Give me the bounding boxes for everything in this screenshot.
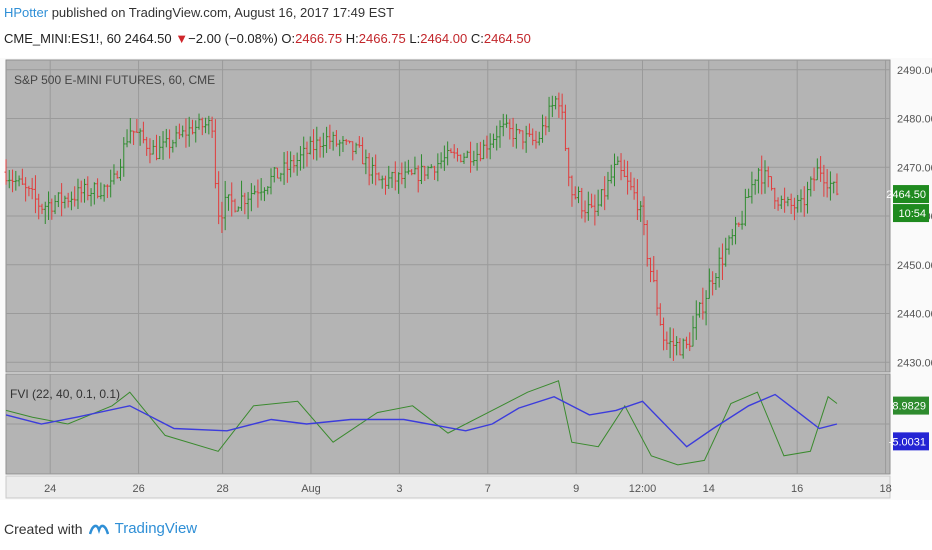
tradingview-logo-icon [88,524,109,534]
price-chart-title: S&P 500 E-MINI FUTURES, 60, CME [14,73,215,87]
price-tick-label: 2430.00 [897,357,932,369]
high-label: H: [342,31,359,46]
created-with-text: Created with [4,520,83,537]
signal-value-badge-text: -5.0031 [889,436,926,448]
header: HPotter published on TradingView.com, Au… [0,0,932,56]
countdown-badge: 10:54 [893,204,929,223]
last-price-badge-text: 2464.50 [886,189,926,201]
price-bars [4,92,839,361]
published-text: published on TradingView.com, August 16,… [48,5,395,20]
time-axis-bg [5,475,891,499]
open-label: O: [277,31,296,46]
countdown-badge-text: 10:54 [898,208,926,220]
author-link[interactable]: HPotter [4,5,49,20]
signal-series-line [5,393,838,448]
down-arrow-icon: ▼ [175,31,189,46]
chart-area[interactable]: 2430.002440.002450.002460.002470.002480.… [0,58,932,500]
low-value: 2464.00 [420,31,468,46]
last-price-badge: 2464.50 [886,185,929,204]
time-tick-label: 16 [791,483,803,495]
fvi-title: FVI (22, 40, 0.1, 0.1) [10,387,120,401]
price-tick-label: 2490.00 [897,65,932,77]
time-tick-label: 9 [573,483,579,495]
time-axis[interactable]: 24 26 28 Aug 3 7 9 12:00 14 16 18 [5,475,892,499]
time-tick-label: 14 [703,483,715,495]
low-label: L: [405,31,421,46]
symbol-price: CME_MINI:ES1!, 60 2464.50 [4,31,172,46]
price-tick-label: 2470.00 [897,162,932,174]
fvi-lines [5,380,838,466]
time-tick-label: Aug [301,483,321,495]
created-with: Created with TradingView [4,520,197,537]
fvi-series-line [5,380,838,466]
price-tick-label: 2450.00 [897,260,932,272]
price-tick-label: 2480.00 [897,114,932,126]
chart-svg[interactable]: 2430.002440.002450.002460.002470.002480.… [0,58,932,500]
time-tick-label: 28 [216,483,228,495]
time-tick-label: 7 [485,483,491,495]
time-tick-label: 12:00 [629,483,657,495]
fvi-value-badge-text: 8.9829 [892,401,926,413]
tradingview-brand[interactable]: TradingView [114,520,198,537]
price-grid [6,60,890,372]
close-label: C: [467,31,484,46]
signal-value-badge: -5.0031 [889,432,929,451]
symbol-line: CME_MINI:ES1!, 60 2464.50 ▼−2.00 (−0.08%… [4,31,531,46]
close-value: 2464.50 [483,31,531,46]
time-tick-label: 18 [879,483,891,495]
published-line: HPotter published on TradingView.com, Au… [4,5,394,20]
value-badges: 2464.50 10:54 8.9829 -5.0031 [886,185,929,451]
time-tick-label: 26 [132,483,144,495]
footer: Created with TradingView [0,508,932,550]
price-change: −2.00 (−0.08%) [188,31,278,46]
price-tick-label: 2440.00 [897,309,932,321]
fvi-value-badge: 8.9829 [892,396,929,415]
open-value: 2466.75 [295,31,343,46]
time-tick-label: 3 [396,483,402,495]
time-tick-label: 24 [44,483,56,495]
high-value: 2466.75 [358,31,406,46]
